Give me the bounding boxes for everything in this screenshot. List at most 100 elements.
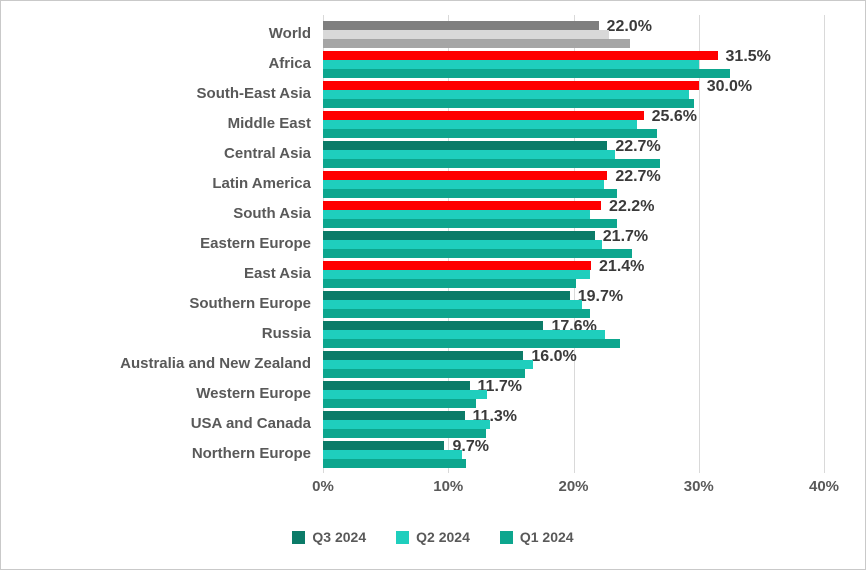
bar-group: 21.4%	[323, 258, 824, 289]
category-label: Middle East	[227, 115, 311, 132]
bar-row: Africa 31.5%	[1, 48, 824, 79]
bar-row: Southern Europe 19.7%	[1, 288, 824, 319]
bar-q1-2024	[323, 189, 618, 198]
x-axis-tick: 0%	[312, 478, 334, 495]
bar-q2-2024	[323, 210, 590, 219]
bar-row: Australia and New Zealand 16.0%	[1, 348, 824, 379]
data-label: 22.7%	[615, 138, 661, 155]
data-label: 22.7%	[615, 168, 661, 185]
bar-group: 22.2%	[323, 198, 824, 229]
category-label: USA and Canada	[190, 415, 311, 432]
bar-q2-2024	[323, 390, 488, 399]
bar-q1-2024	[323, 369, 525, 378]
bar-q1-2024	[323, 279, 576, 288]
bar-group: 22.7%	[323, 168, 824, 199]
bar-q2-2024	[323, 330, 605, 339]
bar-group: 21.7%	[323, 228, 824, 259]
bar-q2-2024	[323, 30, 609, 39]
legend-item: Q3 2024	[292, 529, 366, 545]
bar-group: 25.6%	[323, 108, 824, 139]
data-label: 22.0%	[606, 18, 652, 35]
bar-q2-2024	[323, 300, 583, 309]
bar-q2-2024	[323, 420, 490, 429]
bar-q1-2024	[323, 39, 630, 48]
bar-q3-2024: 9.7%	[323, 438, 489, 455]
bar-group: 22.7%	[323, 138, 824, 169]
plot-rows: World 22.0% Africa 31.5% South-East Asia 30.0…	[1, 18, 824, 469]
bar-q3-2024: 22.7%	[323, 138, 661, 155]
category-label: Northern Europe	[191, 445, 311, 462]
bar-q1-2024	[323, 219, 618, 228]
data-label: 21.4%	[599, 258, 645, 275]
legend-item: Q2 2024	[396, 529, 470, 545]
legend-label: Q3 2024	[312, 529, 367, 545]
data-label: 22.2%	[609, 198, 655, 215]
bar-q1-2024	[323, 129, 658, 138]
category-label: South Asia	[233, 205, 311, 222]
bar-q3-2024: 17.6%	[323, 318, 597, 335]
bar-row: USA and Canada 11.3%	[1, 408, 824, 439]
bar-q2-2024	[323, 360, 534, 369]
data-label: 16.0%	[531, 348, 577, 365]
bar-q1-2024	[323, 339, 620, 348]
bar-q3-2024: 11.7%	[323, 378, 522, 395]
bar-q2-2024	[323, 60, 699, 69]
bar-row: East Asia 21.4%	[1, 258, 824, 289]
legend-label: Q1 2024	[519, 529, 574, 545]
category-label: South-East Asia	[196, 85, 311, 102]
category-label: Western Europe	[196, 385, 311, 402]
category-label: Russia	[261, 325, 311, 342]
bar-q3-2024: 11.3%	[323, 408, 517, 425]
bar-group: 11.7%	[323, 378, 824, 409]
category-label: Latin America	[212, 175, 311, 192]
bar-q1-2024	[323, 309, 590, 318]
data-label: 25.6%	[651, 108, 697, 125]
bar-group: 9.7%	[323, 438, 824, 469]
x-axis: 0% 10% 20% 30% 40%	[312, 478, 839, 498]
legend-item: Q1 2024	[499, 529, 574, 545]
bar-row: Western Europe 11.7%	[1, 378, 824, 409]
data-label: 11.7%	[477, 378, 523, 395]
bar-q1-2024	[323, 459, 466, 468]
category-label: Central Asia	[224, 145, 311, 162]
bar-q2-2024	[323, 90, 689, 99]
bar-q3-2024: 22.0%	[323, 18, 652, 35]
bar-q2-2024	[323, 120, 638, 129]
legend-label: Q2 2024	[416, 529, 470, 545]
bar-q3-2024: 21.4%	[323, 258, 644, 275]
bar-row: Northern Europe 9.7%	[1, 438, 824, 469]
bar-row: South Asia 22.2%	[1, 198, 824, 229]
x-axis-tick: 40%	[808, 478, 840, 495]
bar-q3-2024: 22.2%	[323, 198, 654, 215]
bar-q2-2024	[323, 240, 603, 249]
category-label: East Asia	[244, 265, 311, 282]
bar-q3-2024: 31.5%	[323, 48, 771, 65]
category-label: World	[268, 25, 311, 42]
category-label: Australia and New Zealand	[120, 355, 311, 372]
bar-q3-2024: 19.7%	[323, 288, 623, 305]
data-label: 31.5%	[725, 48, 771, 65]
bar-group: 11.3%	[323, 408, 824, 439]
legend-swatch	[396, 530, 410, 544]
bar-q2-2024	[323, 450, 463, 459]
legend-swatch	[499, 530, 513, 544]
data-label: 21.7%	[602, 228, 649, 245]
bar-row: World 22.0%	[1, 18, 824, 49]
bar-row: Central Asia 22.7%	[1, 138, 824, 169]
bar-q2-2024	[323, 150, 615, 159]
bar-row: Russia 17.6%	[1, 318, 824, 349]
bar-q1-2024	[323, 249, 633, 258]
category-label: Southern Europe	[189, 295, 311, 312]
bar-group: 22.0%	[323, 18, 824, 49]
bar-q3-2024: 25.6%	[323, 108, 697, 125]
bar-q1-2024	[323, 69, 731, 78]
bar-group: 31.5%	[323, 48, 824, 79]
category-label: Eastern Europe	[200, 235, 311, 252]
x-axis-tick: 10%	[433, 478, 464, 495]
legend: Q3 2024 Q2 2024 Q1 2024	[1, 529, 865, 545]
bar-q1-2024	[323, 429, 486, 438]
bar-q2-2024	[323, 270, 590, 279]
x-axis-tick: 20%	[558, 478, 589, 495]
bar-q1-2024	[323, 399, 476, 408]
